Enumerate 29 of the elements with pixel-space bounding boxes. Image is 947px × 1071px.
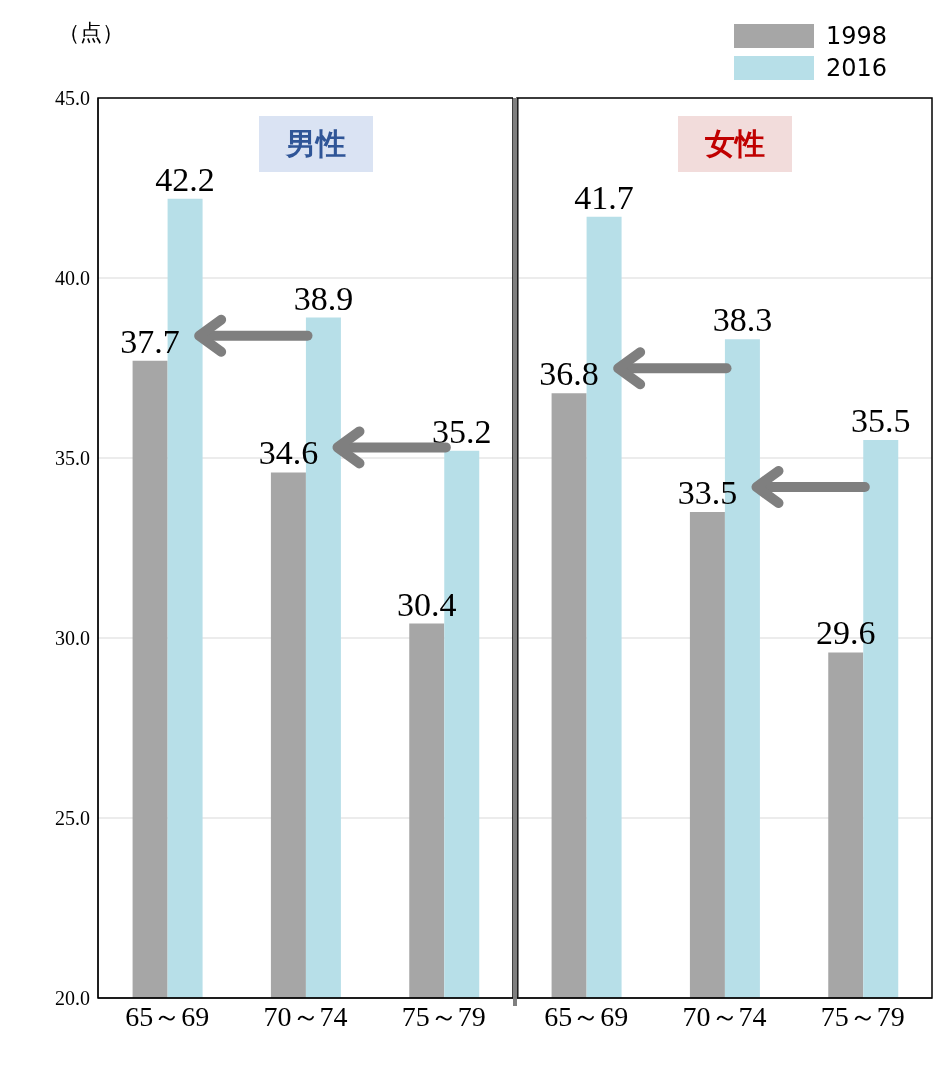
text: 男性: [258, 116, 373, 172]
x-tick-label: 65～69: [125, 1000, 210, 1032]
legend-label: 2016: [825, 53, 887, 83]
data-label: 35.5: [851, 402, 911, 439]
y-axis-title: （点）: [58, 19, 124, 47]
data-label: 29.6: [816, 614, 876, 652]
x-tick-label: 65～69: [544, 1000, 629, 1032]
data-label: 33.5: [677, 474, 738, 511]
y-tick-label: 25.0: [55, 807, 90, 830]
y-tick-label: 35.0: [55, 447, 90, 470]
text: 女性: [677, 116, 792, 172]
y-tick-label: 20.0: [55, 987, 90, 1010]
data-label: 41.7: [574, 178, 634, 216]
y-tick-label: 45.0: [55, 87, 90, 110]
x-tick-label: 75～79: [401, 1000, 486, 1032]
data-label: 37.7: [120, 322, 180, 360]
x-tick-label: 70～74: [263, 1000, 348, 1032]
data-label: 30.4: [397, 585, 457, 623]
y-tick-label: 30.0: [55, 627, 90, 650]
legend-label: 1998: [825, 21, 887, 51]
y-tick-label: 40.0: [55, 267, 90, 290]
data-label: 42.2: [155, 160, 215, 198]
data-label: 35.2: [432, 412, 492, 450]
x-tick-label: 75～79: [820, 1000, 905, 1032]
x-tick-label: 70～74: [682, 1000, 767, 1032]
data-label: 38.3: [712, 301, 773, 339]
data-label: 36.8: [539, 355, 599, 393]
data-label: 34.6: [258, 434, 319, 472]
data-label: 38.9: [293, 279, 354, 317]
